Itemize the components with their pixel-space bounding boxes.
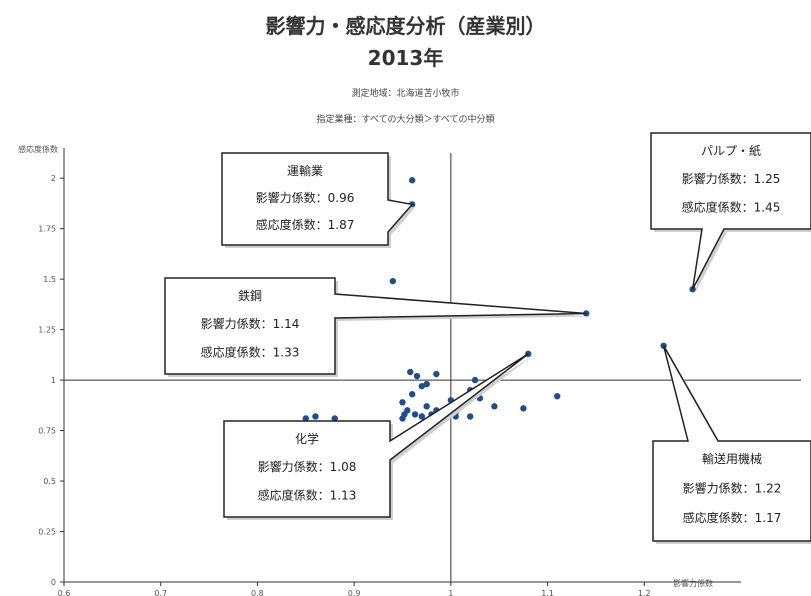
data-point	[433, 370, 440, 378]
data-point	[423, 403, 430, 410]
x-tick-label: 1	[448, 589, 453, 596]
data-point	[407, 368, 414, 376]
data-point	[411, 411, 419, 418]
data-point	[389, 277, 397, 285]
x-tick-label: 1.2	[638, 589, 651, 596]
data-point	[471, 376, 479, 384]
data-point	[491, 403, 498, 410]
callout-sensitivity-coefficient: 感応度係数：1.45	[682, 199, 781, 214]
note-industry: 指定業種：すべての大分類＞すべての中分類	[316, 115, 495, 125]
y-tick-label: 0	[51, 578, 56, 587]
y-tick-label: 1.5	[43, 275, 56, 284]
y-tick-label: 1.75	[38, 225, 56, 234]
callout-sensitivity-coefficient: 感応度係数：1.87	[256, 217, 355, 232]
y-tick-label: 0.75	[38, 427, 56, 436]
x-tick-label: 0.9	[348, 589, 361, 596]
callout-box	[164, 277, 587, 375]
y-tick-label: 0.5	[43, 477, 56, 486]
callout-industry-name: 輸送用機械	[702, 451, 762, 466]
y-axis-title: 感応度係数	[18, 144, 58, 154]
data-point	[399, 399, 406, 406]
x-tick-label: 1.1	[541, 589, 554, 596]
callout-influence-coefficient: 影響力係数：0.96	[256, 190, 355, 205]
data-point	[423, 380, 430, 388]
callout-industry-name: パルプ・紙	[701, 143, 761, 158]
callout-influence-coefficient: 影響力係数：1.25	[682, 171, 781, 186]
y-tick-label: 2	[51, 174, 56, 183]
callout-sensitivity-coefficient: 感応度係数：1.33	[201, 344, 300, 359]
x-axis-title: 影響力係数	[673, 578, 713, 588]
callout-box	[223, 353, 529, 518]
callout-industry-name: 運輸業	[287, 163, 323, 178]
callout-influence-coefficient: 影響力係数：1.22	[683, 480, 782, 495]
data-point	[312, 413, 319, 420]
y-tick-label: 1	[51, 376, 56, 385]
data-point	[418, 382, 426, 390]
x-tick-label: 0.8	[251, 589, 264, 596]
y-tick-label: 0.25	[38, 528, 56, 537]
data-point	[408, 391, 416, 398]
data-point	[408, 177, 416, 184]
callout-box	[221, 152, 414, 246]
x-tick-label: 0.7	[154, 589, 167, 596]
callout-influence-coefficient: 影響力係数：1.08	[258, 459, 357, 474]
callout-industry-name: 鉄鋼	[238, 288, 262, 303]
y-tick-label: 1.25	[38, 326, 56, 335]
x-tick-label: 0.6	[58, 589, 71, 596]
callout-box	[650, 132, 811, 290]
callout-sensitivity-coefficient: 感応度係数：1.13	[258, 487, 357, 502]
callout-sensitivity-coefficient: 感応度係数：1.17	[683, 510, 782, 525]
data-point	[302, 415, 309, 422]
data-point	[467, 413, 474, 420]
data-point	[401, 411, 408, 418]
chart-subtitle: 2013年	[367, 46, 444, 70]
data-point	[418, 413, 426, 420]
callout-box	[652, 345, 811, 542]
data-point	[413, 372, 421, 380]
data-point	[331, 415, 338, 422]
chart-title: 影響力・感応度分析（産業別）	[265, 14, 546, 38]
data-point	[520, 405, 527, 412]
note-region: 測定地域：北海道苫小牧市	[351, 89, 460, 99]
callout-industry-name: 化学	[295, 431, 319, 446]
data-point	[554, 393, 561, 400]
callout-influence-coefficient: 影響力係数：1.14	[201, 316, 300, 331]
